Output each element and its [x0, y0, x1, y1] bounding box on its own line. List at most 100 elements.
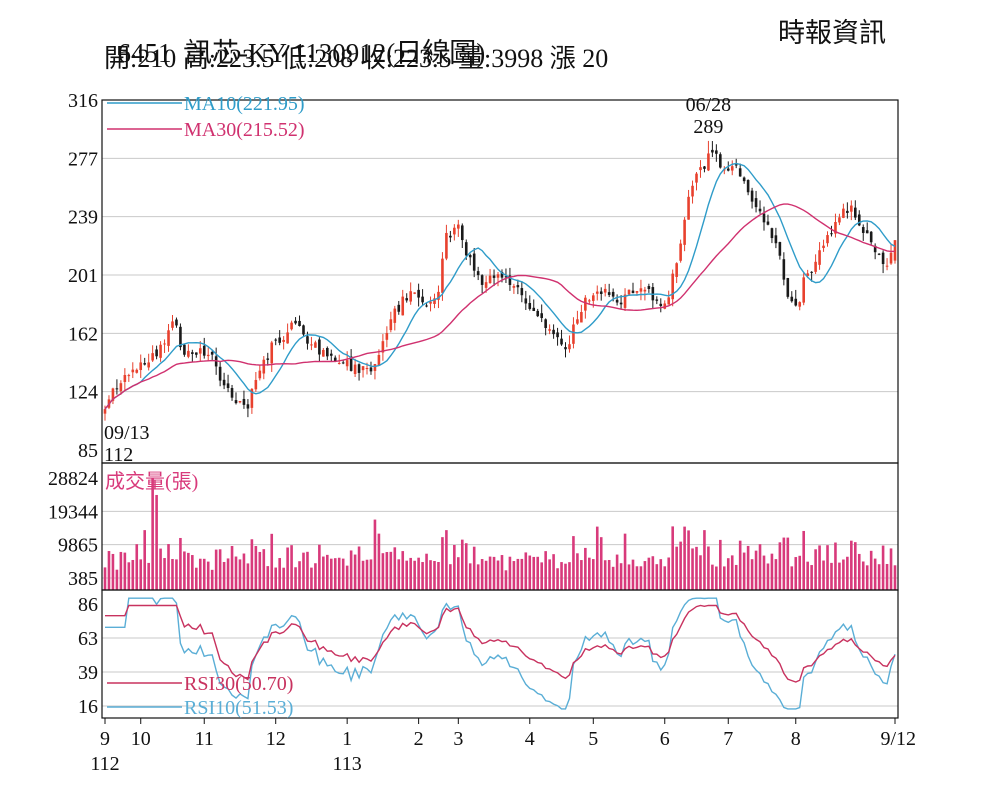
volume-bar	[722, 566, 726, 590]
volume-bar	[695, 546, 698, 590]
volume-bar	[850, 540, 853, 590]
volume-bar	[726, 558, 730, 590]
candle-body	[548, 329, 551, 331]
candle-body	[274, 339, 278, 341]
candle-body	[766, 221, 770, 225]
candle-body	[242, 398, 246, 405]
volume-bar	[302, 552, 305, 590]
volume-bar	[830, 562, 833, 590]
volume-bar	[413, 560, 416, 590]
volume-bar	[445, 530, 448, 590]
rsi-y-tick-label: 16	[78, 696, 98, 718]
candle-body	[679, 243, 682, 261]
volume-bar	[885, 563, 889, 590]
volume-bar	[588, 557, 591, 590]
candle-body	[206, 354, 210, 357]
volume-bar	[528, 555, 532, 590]
volume-bar	[222, 561, 226, 590]
candle-body	[262, 359, 266, 374]
volume-bar	[719, 539, 722, 590]
volume-bar	[822, 560, 825, 590]
stat-open-value: 210	[137, 44, 177, 73]
stat-low-value: 208	[314, 44, 354, 73]
low-value-annotation: 112	[104, 444, 133, 466]
candle-body	[429, 301, 432, 304]
ma10-line	[104, 162, 896, 410]
candle-body	[854, 207, 857, 218]
candle-body	[556, 332, 559, 338]
volume-bar	[198, 558, 202, 590]
candle-body	[476, 271, 480, 276]
candle-body	[198, 348, 202, 354]
candle-body	[417, 289, 420, 298]
volume-bar	[298, 561, 301, 590]
price-y-tick-label: 201	[68, 265, 98, 287]
volume-bar	[365, 559, 369, 590]
candle-body	[869, 231, 873, 243]
volume-bar	[254, 546, 258, 590]
volume-bar	[421, 562, 424, 590]
stat-close-label: 收	[359, 44, 386, 73]
volume-bar	[818, 545, 821, 590]
volume-bar	[584, 547, 587, 590]
frame-layer	[101, 99, 899, 724]
candle-body	[568, 344, 571, 350]
x-axis-year-label: 113	[333, 753, 362, 775]
candle-body	[857, 214, 861, 226]
candle-body	[822, 245, 825, 249]
candle-body	[250, 388, 254, 408]
volume-bar	[329, 558, 333, 590]
volume-bar	[496, 560, 500, 590]
candle-body	[734, 164, 738, 166]
price-y-tick-label: 239	[68, 207, 98, 229]
candle-body	[425, 305, 428, 307]
volume-bar	[377, 533, 381, 590]
volume-bar	[397, 559, 401, 590]
candle-body	[123, 374, 127, 382]
candle-body	[730, 166, 734, 171]
candle-body	[318, 339, 321, 355]
candle-body	[572, 324, 575, 344]
candle-body	[341, 362, 345, 364]
volume-bar	[877, 564, 881, 590]
candle-body	[623, 294, 627, 308]
volume-bar	[218, 549, 222, 590]
candle-body	[703, 166, 706, 169]
volume-bar	[770, 553, 774, 590]
stat-change-value: 20	[582, 44, 609, 73]
volume-bar	[167, 544, 170, 590]
volume-bar	[846, 556, 849, 590]
candle-body	[381, 341, 385, 353]
volume-bar	[651, 556, 655, 590]
rsi-y-tick-label: 63	[78, 628, 98, 650]
candle-body	[115, 388, 119, 390]
candle-body	[770, 228, 774, 239]
candle-body	[591, 295, 595, 301]
volume-bar	[266, 566, 270, 590]
ma30-line	[104, 203, 896, 410]
candle-body	[619, 302, 623, 305]
candle-body	[373, 364, 377, 371]
volume-bar	[857, 553, 861, 590]
candle-body	[143, 363, 146, 365]
volume-bar	[393, 547, 397, 590]
volume-bar	[623, 533, 627, 590]
volume-bar	[564, 563, 567, 590]
candle-body	[528, 302, 532, 309]
candle-body	[611, 291, 615, 297]
volume-bar	[512, 561, 516, 590]
rsi-y-tick-label: 86	[78, 594, 98, 616]
volume-bar	[151, 478, 154, 590]
x-axis-year-label: 112	[90, 753, 119, 775]
volume-bar	[854, 542, 857, 590]
volume-bar	[361, 560, 365, 590]
volume-bar	[139, 559, 143, 590]
volume-bar	[778, 542, 782, 590]
candle-body	[758, 208, 762, 212]
stat-volume-label: 量	[458, 44, 485, 73]
volume-bar	[774, 559, 778, 590]
stat-change-label: 漲	[549, 44, 576, 73]
volume-bar	[675, 546, 678, 590]
candle-body	[615, 299, 619, 303]
volume-bar	[754, 550, 758, 590]
